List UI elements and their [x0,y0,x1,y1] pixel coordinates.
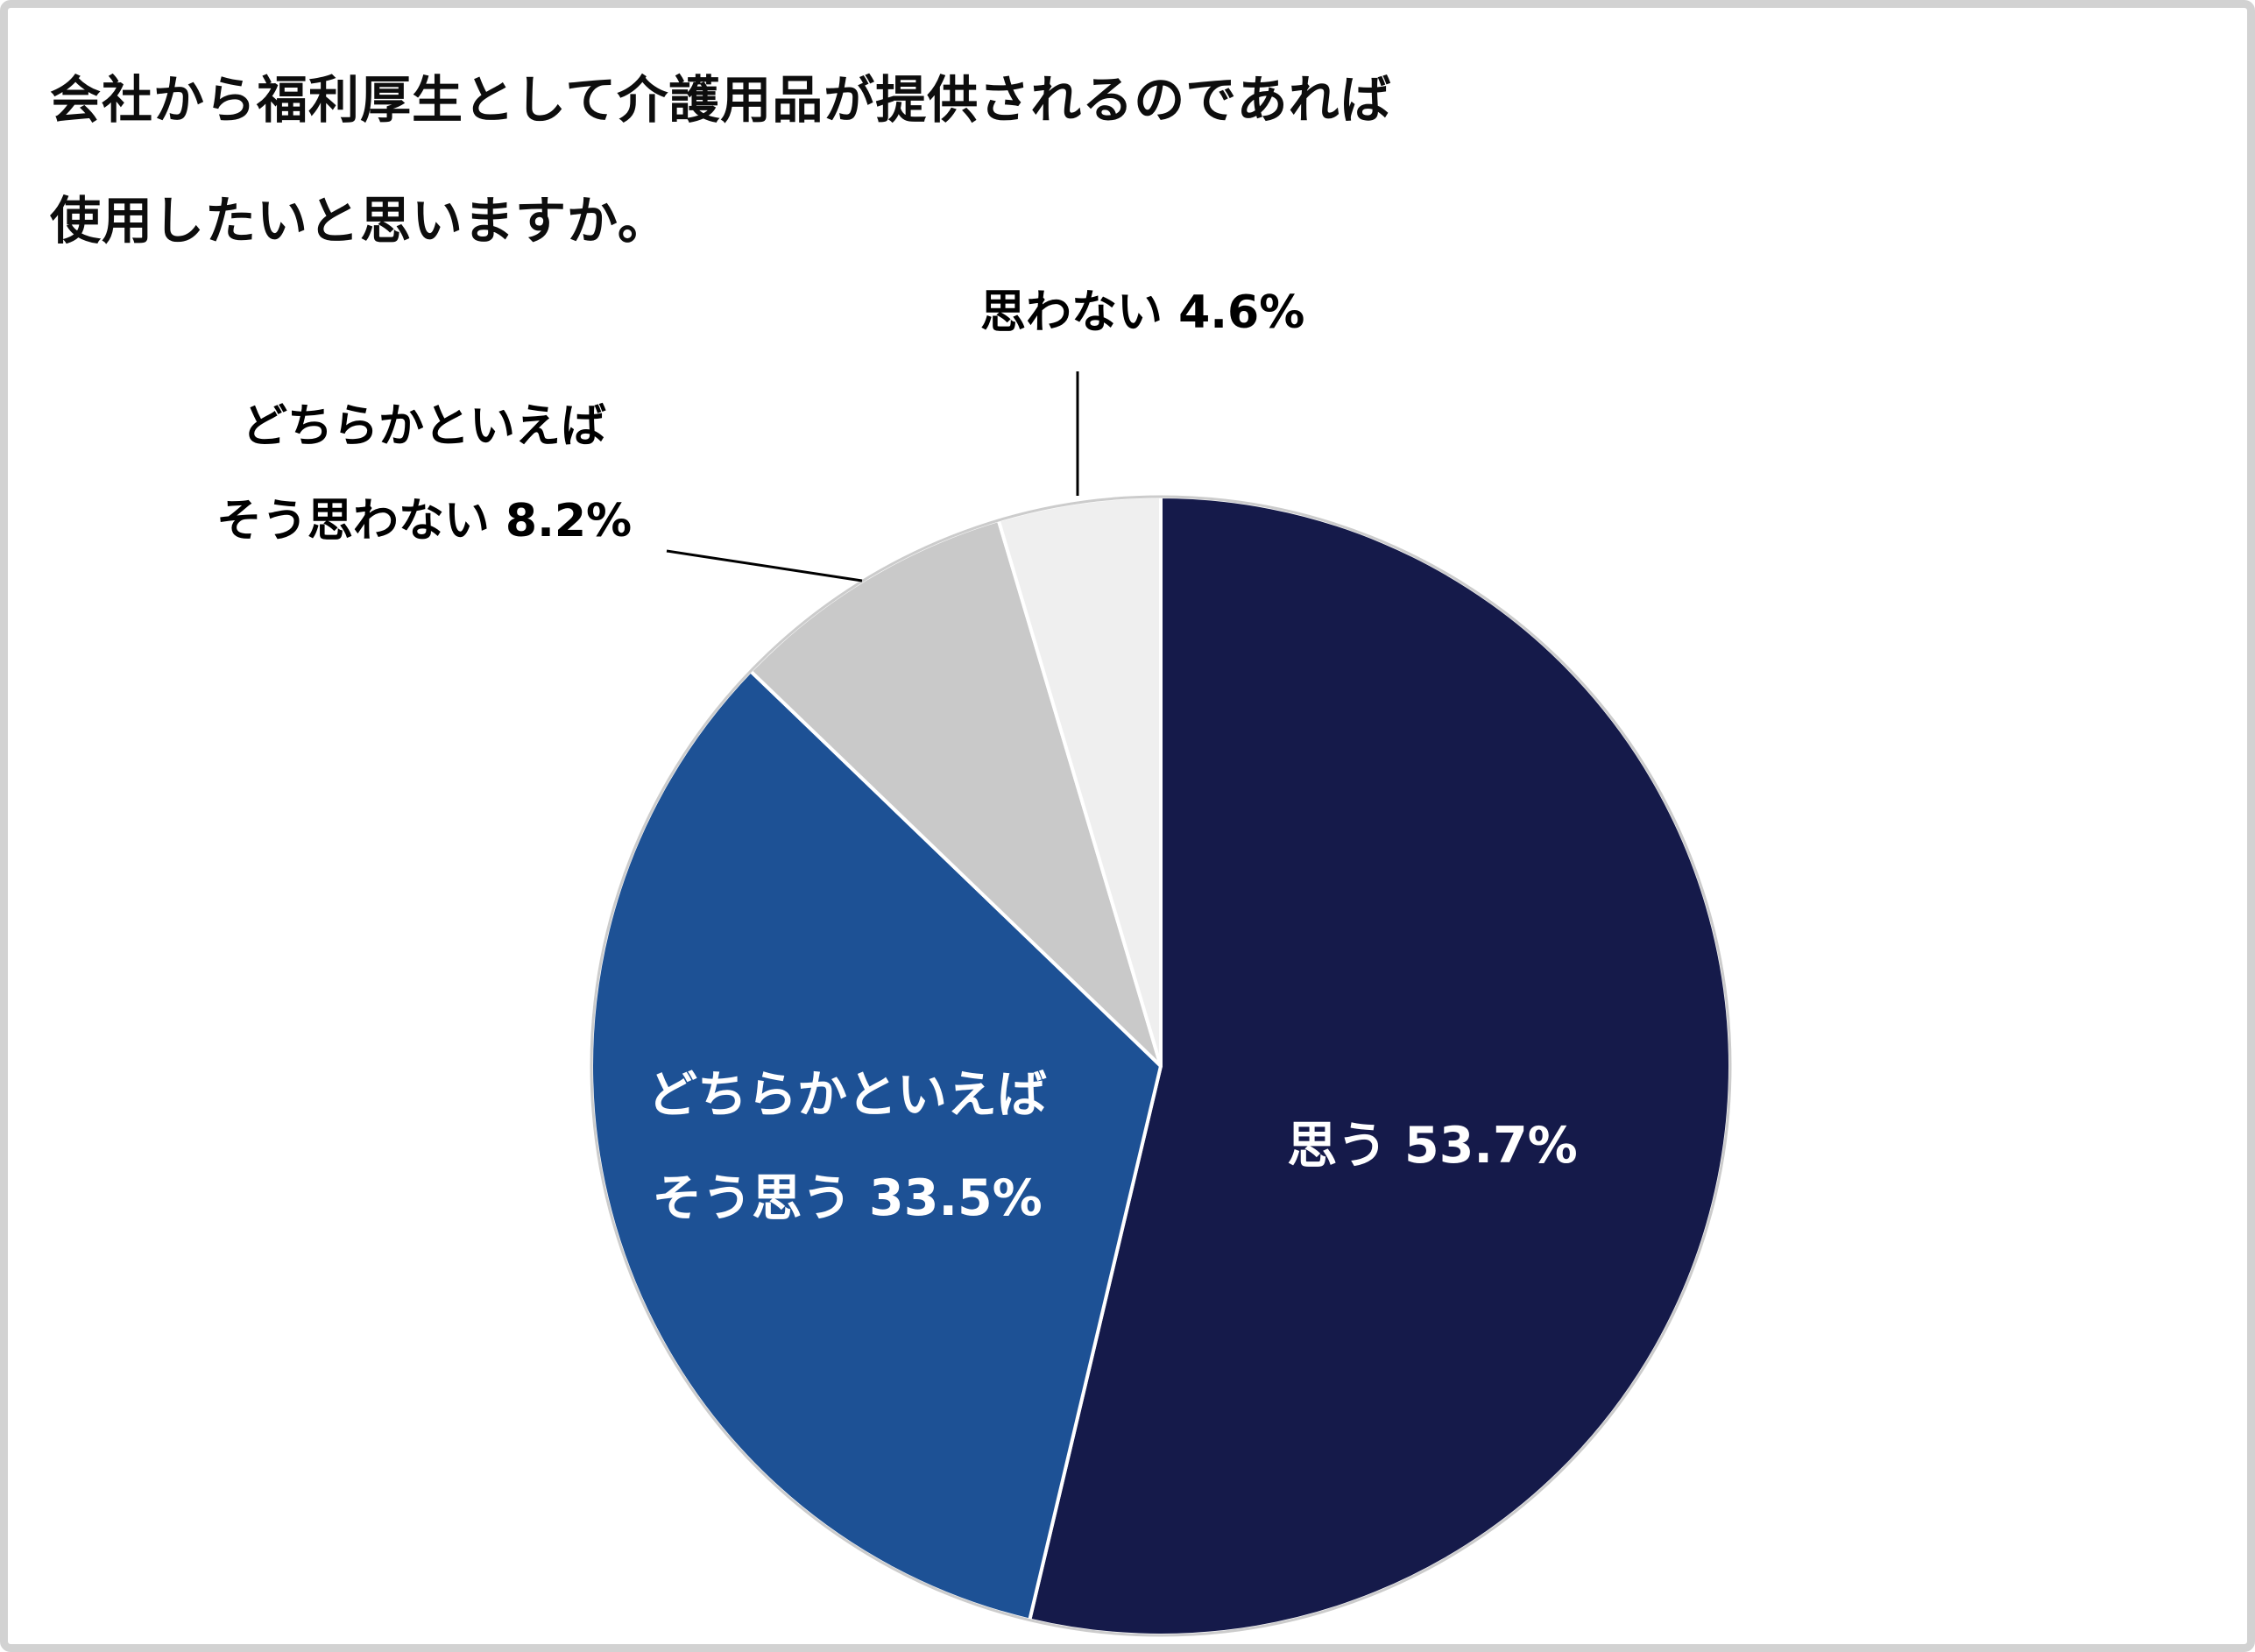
label-omou-text: 思う 53.7% [1287,1117,1578,1175]
label-dochira-omou-line1: どちらかといえば [647,1066,1047,1124]
label-dochira-omowanai: どちらかといえば そう思わない 8.2% [166,379,682,568]
page-title: 会社から福利厚生として介護用品が提供されるのであれば 使用したいと思いますか。 [50,39,1392,281]
label-dochira-omowanai-line2: そう思わない 8.2% [216,495,633,547]
pie-outer-ring [590,495,1732,1637]
label-dochira-omou-line2: そう思う 33.5% [652,1169,1043,1227]
label-omowanai: 思わない 4.6% [980,286,1304,339]
label-dochira-omou: どちらかといえば そう思う 33.5% [532,1043,1163,1250]
label-omou: 思う 53.7% [1231,1094,1634,1197]
leader-line-dochira-omowanai [666,549,863,582]
label-omowanai-text: 思わない 4.6% [980,286,1305,339]
label-dochira-omowanai-line1: どちらかといえば [241,400,606,453]
pie-chart [590,371,1732,1637]
page-title-line1: 会社から福利厚生として介護用品が提供されるのであれば [50,70,1392,130]
page-title-line2: 使用したいと思いますか。 [50,191,669,251]
